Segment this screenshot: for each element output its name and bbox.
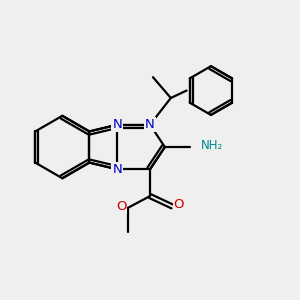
Text: N: N <box>145 118 155 131</box>
Text: N: N <box>112 118 122 131</box>
Text: N: N <box>112 163 122 176</box>
Text: O: O <box>174 199 184 212</box>
Text: O: O <box>116 200 126 213</box>
Text: NH₂: NH₂ <box>200 139 223 152</box>
